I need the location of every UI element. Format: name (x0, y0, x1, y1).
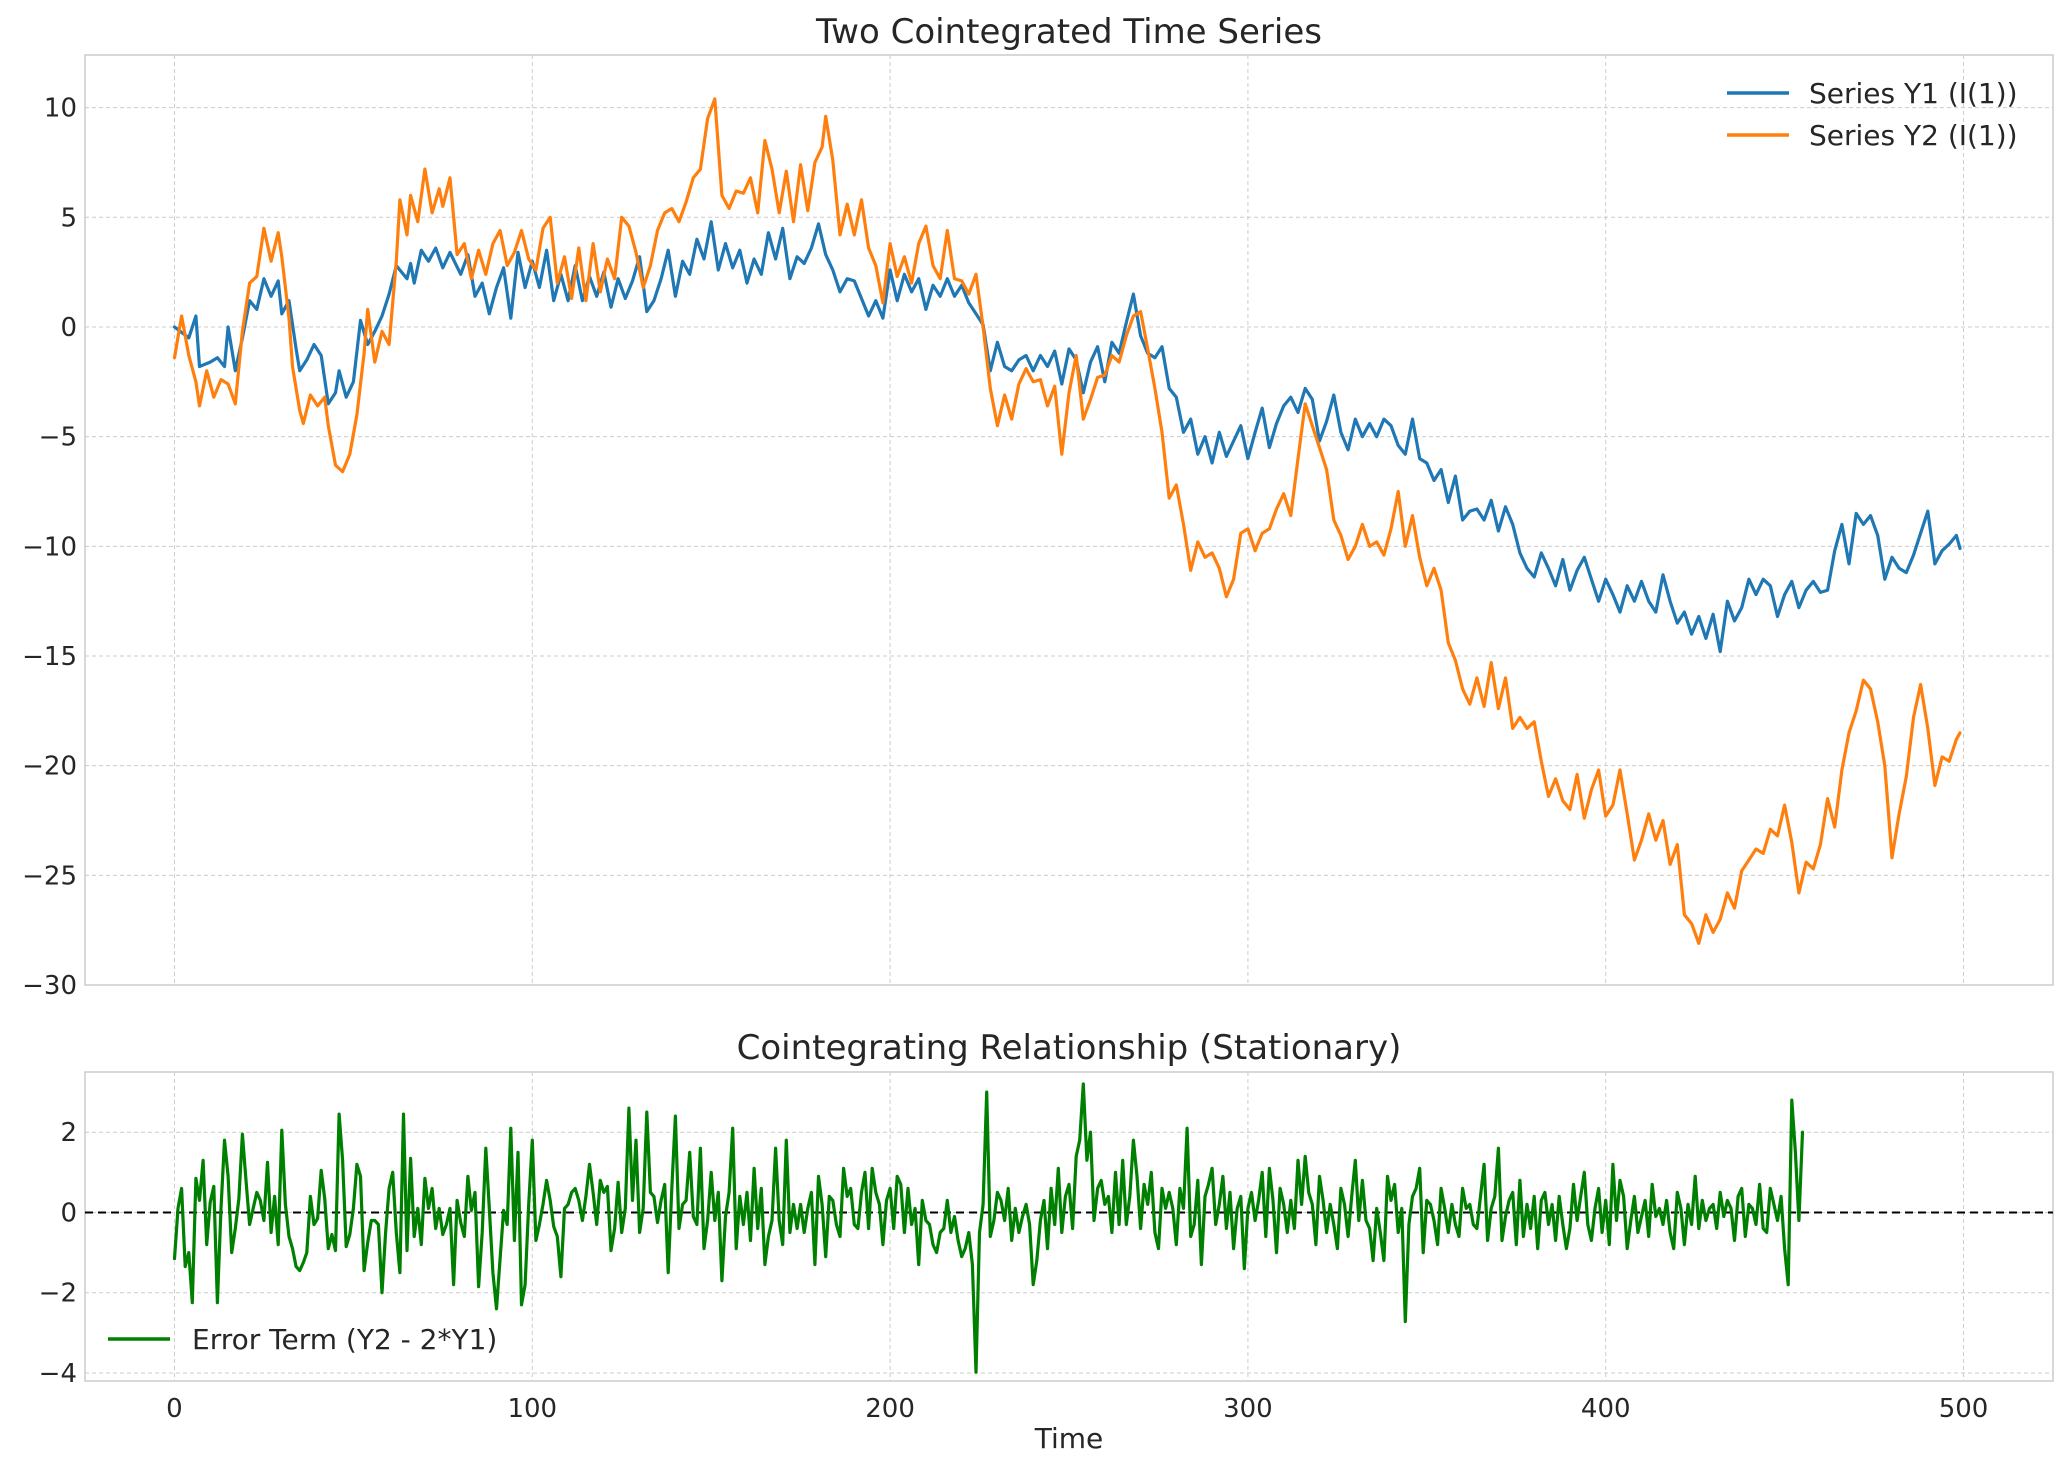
bottom-legend: Error Term (Y2 - 2*Y1) (108, 1323, 497, 1356)
bottom-series-line-1 (172, 1082, 1805, 1374)
bottom-y-tick-label: 0 (60, 1198, 77, 1228)
bottom-chart: −4 −2 0 2 0 100 200 300 400 500 Cointegrating Re… (39, 1028, 2054, 1455)
bottom-series-lines (172, 1082, 1805, 1374)
top-chart-title: Two Cointegrated Time Series (815, 12, 1322, 52)
bottom-x-tick-label: 300 (1223, 1394, 1273, 1424)
top-y-tick-label: −25 (22, 861, 77, 891)
legend-label-y2: Series Y2 (I(1)) (1809, 119, 2018, 152)
bottom-y-tick-label: −4 (39, 1359, 77, 1389)
top-y-tick-label: 0 (60, 313, 77, 343)
top-y-tick-label: −20 (22, 752, 77, 782)
bottom-y-tick-label: 2 (60, 1118, 77, 1148)
top-series-line-2 (172, 97, 1962, 945)
bottom-chart-title: Cointegrating Relationship (Stationary) (737, 1028, 1402, 1068)
top-y-tick-label: −10 (22, 532, 77, 562)
bottom-x-tick-label: 500 (1939, 1394, 1989, 1424)
top-y-tick-label: 5 (60, 203, 77, 233)
top-y-tick-label: 10 (44, 94, 77, 124)
bottom-x-tick-label: 100 (507, 1394, 557, 1424)
bottom-x-tick-label: 0 (166, 1394, 183, 1424)
top-chart: −30 −25 −20 −15 −10 −5 0 5 10 Two Cointegrated T… (22, 12, 2054, 1001)
bottom-x-ticks: 0 100 200 300 400 500 (166, 1394, 1988, 1424)
bottom-x-tick-label: 400 (1581, 1394, 1631, 1424)
top-y-tick-label: −30 (22, 971, 77, 1001)
bottom-y-ticks: −4 −2 0 2 (39, 1118, 77, 1389)
x-axis-label: Time (1034, 1422, 1104, 1455)
legend-label-error: Error Term (Y2 - 2*Y1) (192, 1323, 497, 1356)
top-y-ticks: −30 −25 −20 −15 −10 −5 0 5 10 (22, 94, 77, 1001)
top-legend: Series Y1 (I(1)) Series Y2 (I(1)) (1727, 77, 2018, 152)
top-grid (85, 55, 2053, 986)
top-plot-area (84, 54, 2054, 986)
bottom-y-tick-label: −2 (39, 1279, 77, 1309)
top-y-tick-label: −5 (39, 423, 77, 453)
legend-label-y1: Series Y1 (I(1)) (1809, 77, 2018, 110)
top-series-lines (172, 97, 1962, 945)
bottom-x-tick-label: 200 (865, 1394, 915, 1424)
top-y-tick-label: −15 (22, 642, 77, 672)
